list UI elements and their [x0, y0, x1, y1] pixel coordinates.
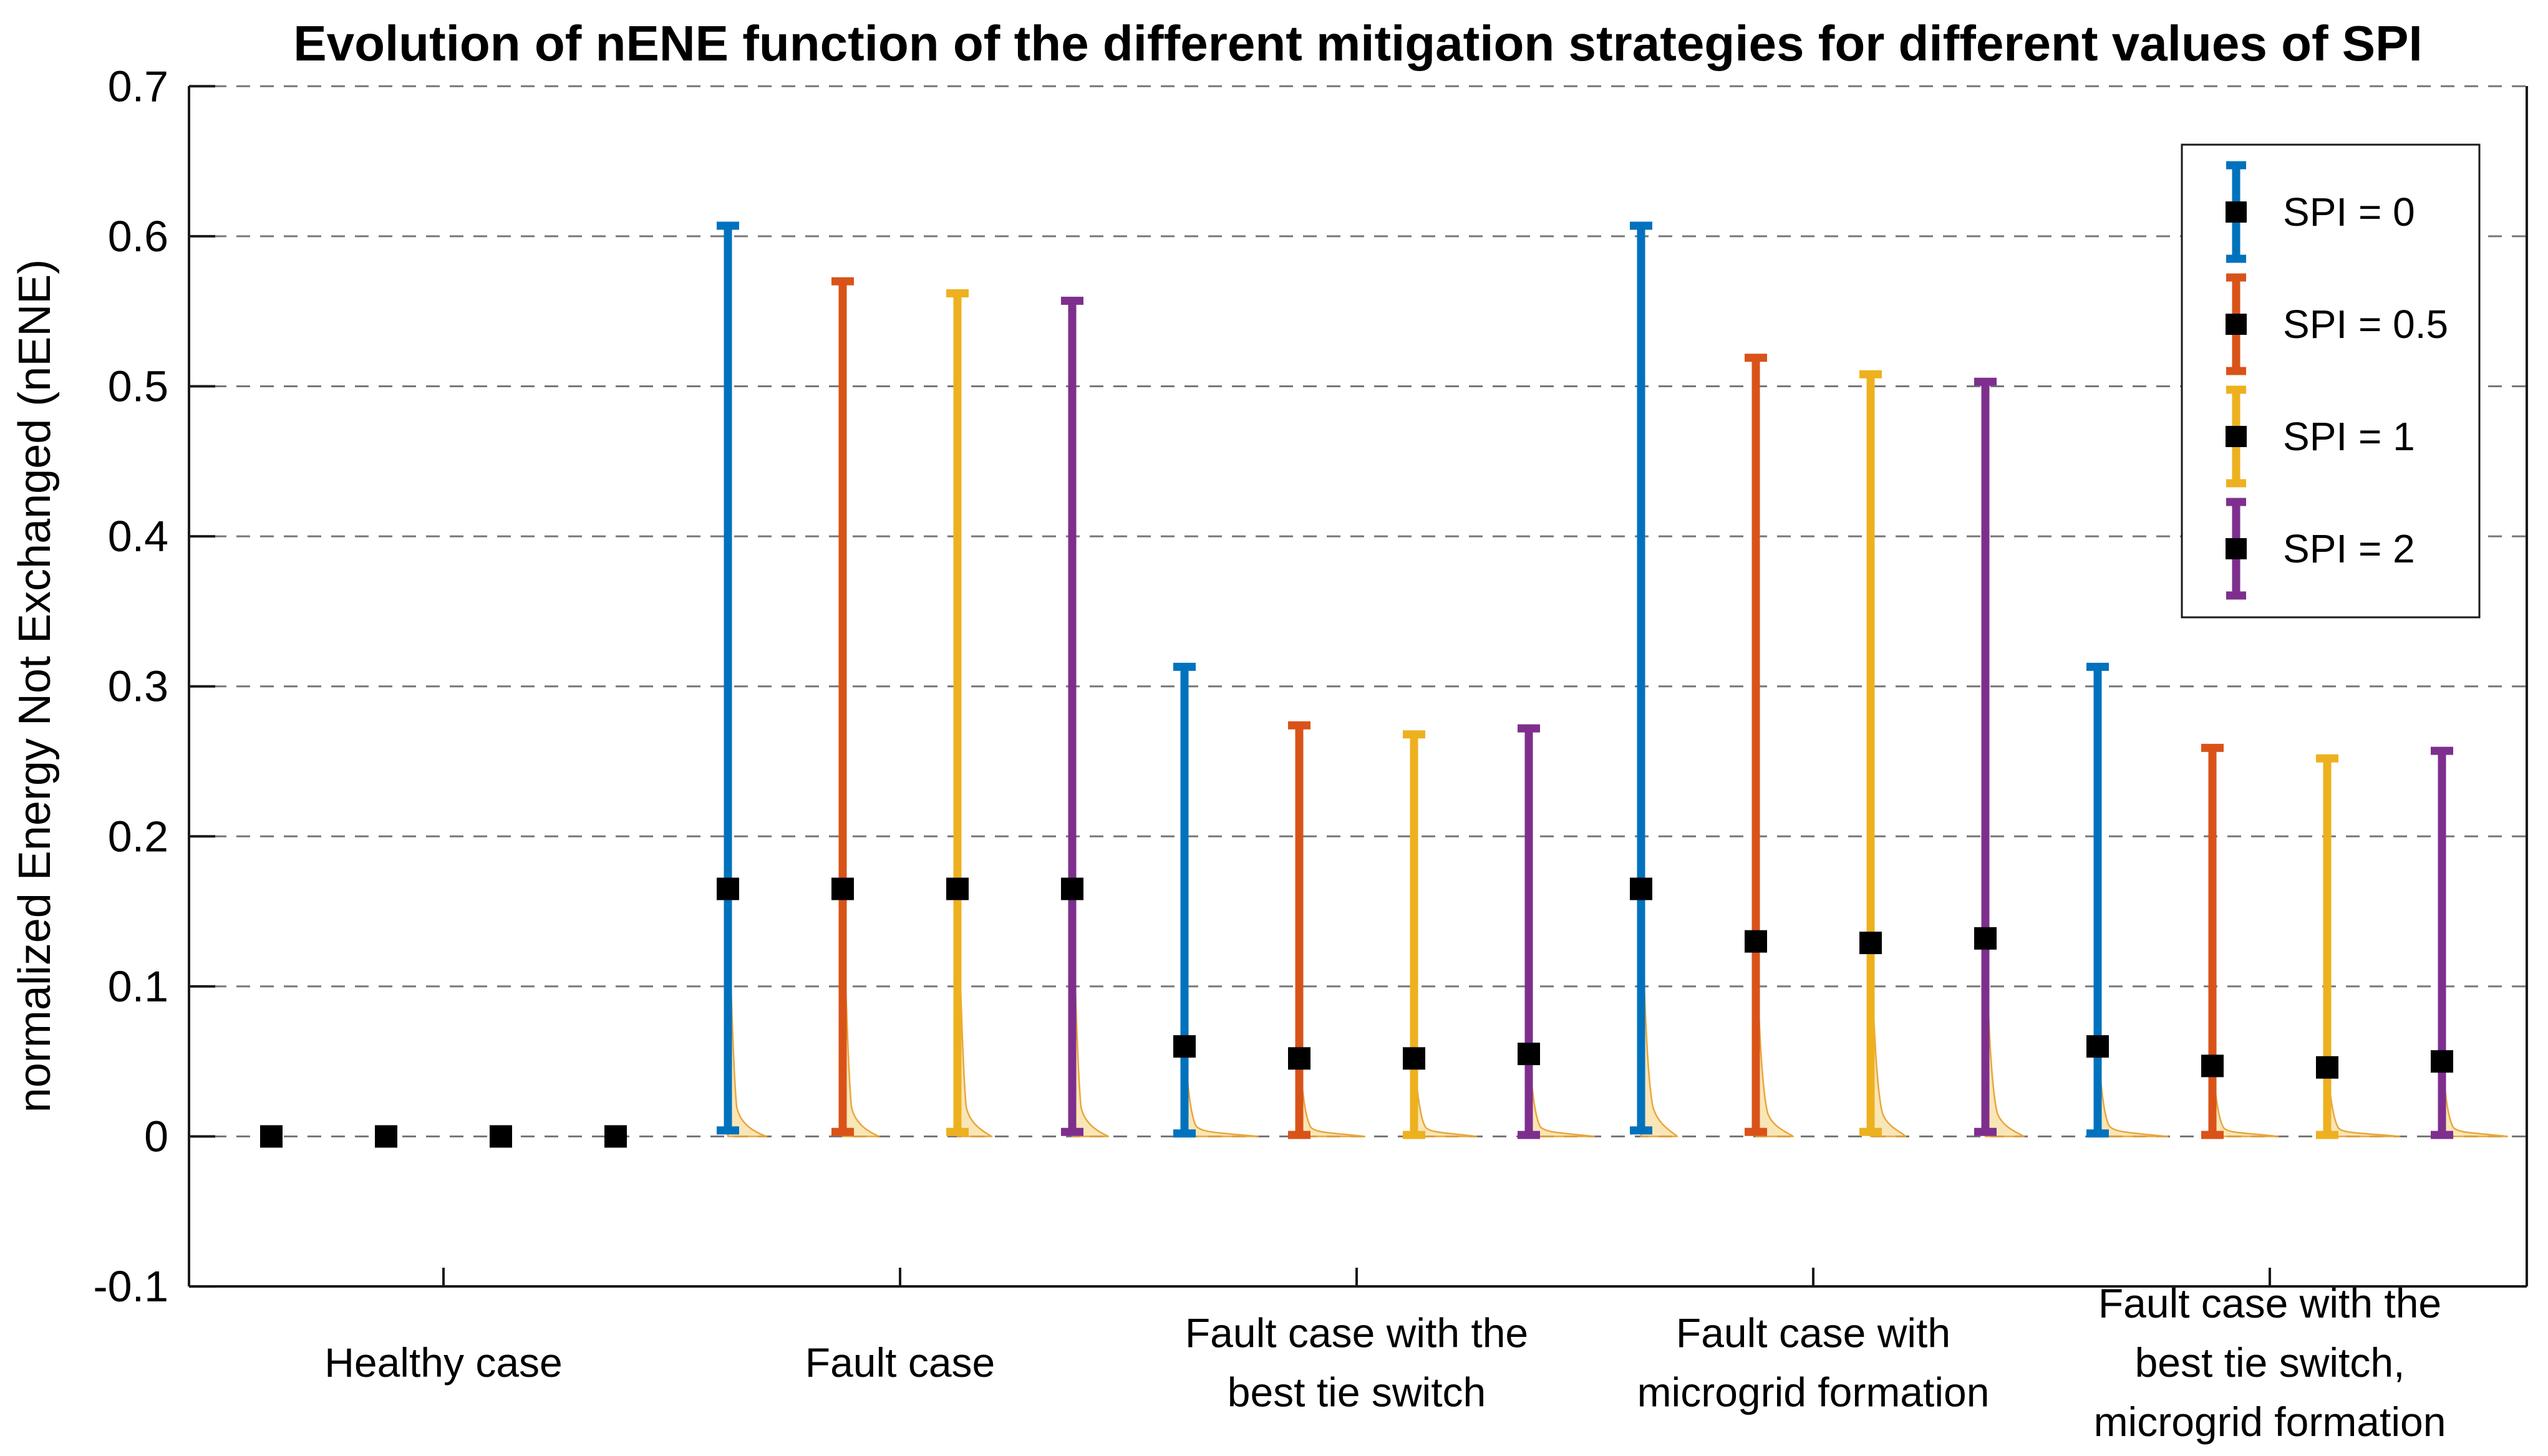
mean-marker	[1061, 877, 1083, 900]
mean-marker	[1403, 1047, 1425, 1070]
category-label: Fault case with the best tie switch, micro…	[2094, 1280, 2446, 1445]
category-label: Fault case with microgrid formation	[1637, 1310, 1990, 1415]
mean-marker	[1630, 877, 1652, 900]
density-shape	[1071, 888, 1110, 1137]
mean-marker	[260, 1125, 283, 1148]
density-shape	[1298, 1058, 1366, 1137]
y-tick-label: 0.4	[108, 512, 168, 561]
legend-marker	[2226, 201, 2247, 223]
legend-marker	[2226, 314, 2247, 335]
category-label: Fault case with the best tie switch	[1185, 1310, 1528, 1415]
chart-title: Evolution of nENE function of the differ…	[293, 16, 2423, 71]
density-shape	[2096, 1045, 2169, 1137]
category-label: Healthy case	[324, 1339, 563, 1386]
density-shape	[727, 888, 768, 1137]
legend-marker	[2226, 426, 2247, 447]
legend-layer: SPI = 0 SPI = 0.5 SPI = 1 SPI = 2	[2181, 143, 2481, 619]
mean-marker	[604, 1125, 627, 1148]
y-tick-label: 0.5	[108, 362, 168, 411]
y-tick-label: 0.7	[108, 62, 168, 110]
mean-marker	[1745, 930, 1767, 953]
density-shape	[956, 888, 993, 1137]
legend-marker	[2226, 538, 2247, 559]
y-tick-label: 0	[144, 1112, 168, 1161]
mean-marker	[2316, 1056, 2338, 1079]
density-shape	[1755, 940, 1795, 1137]
density-shape	[841, 888, 880, 1137]
legend-entry-label: SPI = 2	[2283, 526, 2415, 571]
category-label: Fault case	[805, 1339, 995, 1386]
mean-marker	[1974, 927, 1997, 950]
density-shape	[1640, 888, 1678, 1137]
mean-marker	[2431, 1050, 2453, 1073]
mean-marker	[1173, 1035, 1196, 1058]
grid-layer	[189, 85, 2527, 1137]
mean-marker	[490, 1125, 512, 1148]
mean-marker	[946, 877, 969, 900]
density-shape	[1183, 1045, 1259, 1137]
mean-marker	[831, 877, 854, 900]
density-shape	[1869, 942, 1907, 1137]
mean-marker	[2086, 1035, 2109, 1058]
series-layer	[260, 221, 2509, 1148]
y-tick-label: 0.1	[108, 962, 168, 1011]
mean-marker	[717, 877, 739, 900]
mean-marker	[2201, 1054, 2224, 1078]
y-tick-label: 0.6	[108, 212, 168, 261]
density-shape	[1984, 937, 2025, 1137]
mean-marker	[375, 1125, 397, 1148]
y-tick-label: 0.3	[108, 662, 168, 711]
density-shape	[2441, 1060, 2509, 1137]
y-tick-label: 0.2	[108, 812, 168, 861]
density-shape	[1528, 1053, 1596, 1137]
legend-entry-label: SPI = 0.5	[2283, 302, 2448, 347]
legend-entry-label: SPI = 0	[2283, 190, 2415, 234]
density-shape	[1413, 1058, 1478, 1137]
legend-entry-label: SPI = 1	[2283, 414, 2415, 459]
y-tick-label: -0.1	[93, 1262, 168, 1311]
axis-layer: -0.1 0 0.1 0.2 0.3 0.4 0.5 0.6 0.7 Healthy case Fa…	[93, 62, 2528, 1445]
y-axis-label: normalized Energy Not Exchanged (nENE)	[10, 259, 60, 1113]
mean-marker	[1288, 1047, 1310, 1070]
mean-marker	[1518, 1043, 1540, 1066]
mean-marker	[1859, 932, 1882, 955]
